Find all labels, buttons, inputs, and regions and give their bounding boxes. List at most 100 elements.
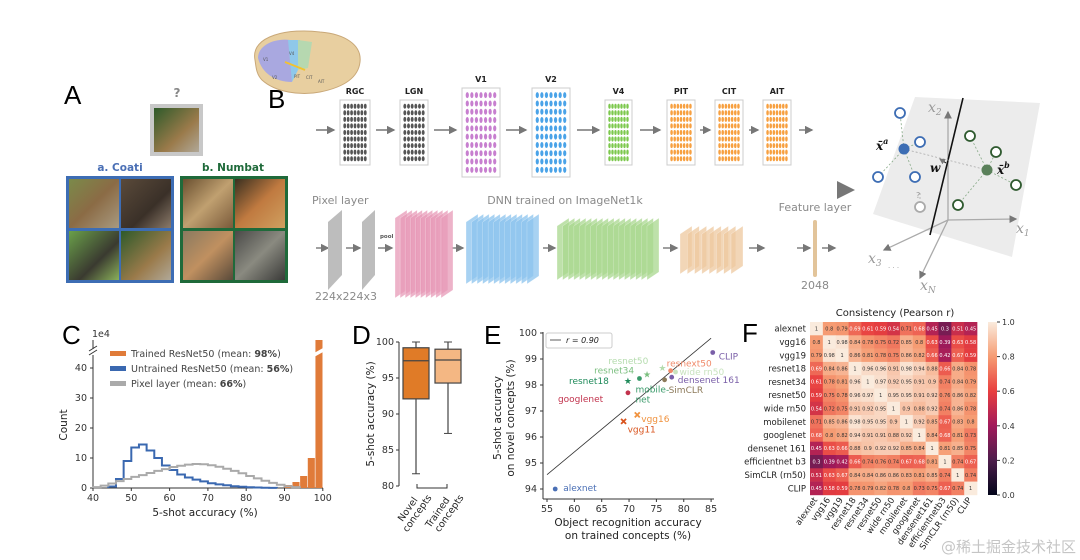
- neuron-unit: [686, 149, 689, 155]
- heatmap-cell: [887, 348, 901, 363]
- heatmap-cell: [874, 335, 888, 349]
- brain-area-v4: V4: [289, 51, 295, 56]
- fit-line: [546, 337, 712, 476]
- neuron-unit: [421, 136, 425, 142]
- neuron-unit: [483, 158, 488, 165]
- heatmap-cell: [964, 415, 978, 429]
- neuron-unit: [724, 129, 728, 136]
- panel-label-b: B: [268, 84, 285, 114]
- neuron-unit: [679, 143, 683, 149]
- weight-vector-label: w: [930, 161, 941, 175]
- neuron-unit: [465, 133, 469, 140]
- y-tick-label: 80: [382, 481, 394, 492]
- stage-label-v1: V1: [475, 75, 487, 84]
- heatmap-cell: [822, 401, 836, 416]
- heatmap-cell-value: 0.84: [824, 366, 835, 372]
- heatmap-cell-value: 0.84: [914, 446, 925, 452]
- heatmap-cell-value: 0.71: [901, 326, 912, 332]
- heatmap-cell: [810, 415, 824, 429]
- heatmap-cell: [861, 388, 875, 403]
- heatmap-cell-value: 0.86: [837, 420, 848, 426]
- coati-image: [69, 231, 119, 280]
- neuron-unit: [353, 129, 357, 136]
- neuron-unit: [353, 149, 357, 155]
- heatmap-cell-value: 0.85: [824, 420, 835, 426]
- neuron-unit: [403, 123, 407, 129]
- neuron-unit: [730, 116, 734, 122]
- heatmap-cell: [951, 441, 965, 456]
- panel-label-d: D: [352, 320, 371, 350]
- heatmap-cell: [887, 428, 901, 442]
- decision-boundary: [929, 97, 964, 236]
- neuron-unit: [544, 100, 549, 107]
- feature-space-diagram: x2 x1 x3 · · · xN ? x̄a x̄b w: [868, 97, 1040, 296]
- heatmap-cell: [925, 401, 939, 416]
- neuron-unit: [611, 156, 614, 162]
- x-tick-label: 40: [87, 493, 99, 504]
- neuron-unit: [407, 129, 410, 136]
- neuron-unit: [558, 117, 562, 124]
- heatmap-cell: [899, 361, 914, 376]
- heatmap-cell: [874, 388, 888, 403]
- heatmap-cell-value: 0.84: [952, 380, 963, 386]
- neuron-unit: [479, 158, 483, 165]
- neuron-unit: [483, 166, 488, 173]
- neuron-unit: [778, 123, 782, 129]
- neuron-unit: [721, 136, 724, 142]
- heatmap-cell: [848, 335, 862, 349]
- neuron-unit: [721, 129, 724, 136]
- heatmap-cell: [822, 455, 836, 469]
- heatmap-cell-value: 0.74: [952, 486, 963, 492]
- heatmap-cell-value: 0.67: [965, 459, 976, 465]
- neuron-unit: [608, 110, 611, 116]
- neuron-unit: [470, 100, 474, 107]
- neuron-unit: [346, 110, 350, 116]
- neuron-unit: [474, 141, 479, 148]
- neuron-unit: [465, 100, 469, 107]
- heatmap-cell: [938, 468, 952, 482]
- heatmap-cell: [835, 468, 849, 482]
- neuron-unit: [363, 136, 367, 142]
- neuron-unit: [682, 110, 686, 116]
- neuron-unit: [676, 123, 680, 129]
- class-a-sample: [872, 171, 884, 183]
- neuron-unit: [465, 92, 469, 99]
- neuron-unit: [403, 149, 407, 155]
- prototype-a-label: x̄a: [875, 136, 888, 153]
- heatmap-cell: [938, 322, 952, 336]
- neuron-unit: [403, 156, 407, 162]
- heatmap-cell-value: 0.97: [862, 393, 873, 399]
- neuron-unit: [737, 123, 740, 129]
- query-mark: ?: [174, 86, 181, 100]
- heatmap-cell-value: 0.67: [837, 473, 848, 479]
- neuron-unit: [343, 129, 347, 136]
- neuron-unit: [718, 136, 721, 142]
- legend-label-text: Pixel layer (mean:: [131, 379, 220, 390]
- heatmap-cell: [912, 361, 926, 376]
- neuron-unit: [623, 149, 626, 155]
- y-axis-label: Count: [58, 409, 70, 440]
- neuron-unit: [363, 123, 367, 129]
- neuron-unit: [403, 136, 407, 142]
- neuron-unit: [608, 123, 611, 129]
- neuron-unit: [769, 123, 772, 129]
- neuron-unit: [421, 129, 425, 136]
- neuron-unit: [727, 129, 731, 136]
- heatmap-cell-value: 0.45: [927, 326, 938, 332]
- ellipsis: · · ·: [888, 264, 899, 272]
- neuron-unit: [727, 143, 731, 149]
- neuron-unit: [563, 150, 567, 157]
- heatmap-cell-value: 1: [930, 446, 933, 452]
- histogram-step-2: [92, 463, 301, 489]
- legend-label-text: Trained ResNet50 (mean:: [130, 349, 254, 360]
- heatmap-cell-value: 0.95: [862, 420, 873, 426]
- heatmap-cell-value: 0.61: [862, 326, 873, 332]
- heatmap-cell-value: 0.94: [914, 366, 925, 372]
- neuron-unit: [357, 110, 360, 116]
- neuron-unit: [782, 156, 785, 162]
- neuron-unit: [553, 133, 558, 140]
- heatmap-cell-value: 0.59: [965, 353, 976, 359]
- heatmap-cell-value: 0.95: [901, 380, 912, 386]
- neuron-unit: [465, 166, 469, 173]
